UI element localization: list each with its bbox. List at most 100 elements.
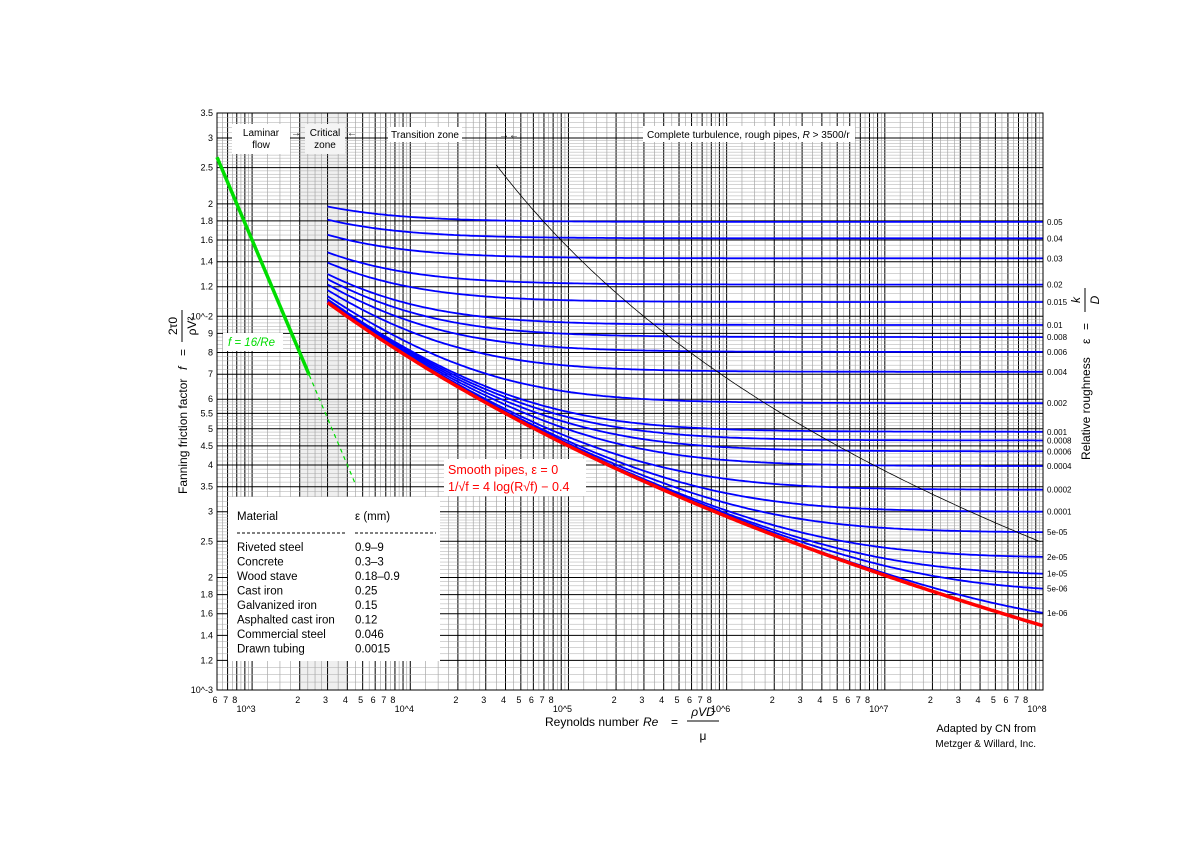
table-cell-material: Galvanized iron <box>237 600 317 612</box>
laminar-equation-annotation: f = 16/Re <box>223 333 283 351</box>
roughness-label: 0.006 <box>1047 348 1068 357</box>
complete-turbulence-boundary <box>495 164 1041 543</box>
x-axis-formula-denominator: μ <box>700 729 707 743</box>
roughness-label: 0.001 <box>1047 428 1068 437</box>
complete-turbulence-tail: > 3500/r <box>813 130 851 141</box>
laminar-line <box>215 156 311 376</box>
roughness-label: 0.0008 <box>1047 436 1072 445</box>
y-tick-label: 4 <box>208 460 213 470</box>
y-tick-label: 2 <box>208 573 213 583</box>
x-tick-label: 5 <box>991 695 996 705</box>
x-tick-label-power: 10^8 <box>1027 704 1046 714</box>
x-tick-label: 7 <box>1014 695 1019 705</box>
roughness-curve-0.0002 <box>327 301 1043 491</box>
arrow-left-icon: ← <box>347 128 357 139</box>
zone-label: zone <box>314 140 336 151</box>
x-tick-label: 8 <box>1023 695 1028 705</box>
transition-zone-label: Transition zone <box>391 130 459 141</box>
y-tick-label: 1.8 <box>200 590 213 600</box>
y-tick-label: 3 <box>208 133 213 143</box>
transition-zone-annotation: Transition zone →← <box>388 127 519 142</box>
y-tick-label: 2.5 <box>200 536 213 546</box>
y-tick-label: 10^-3 <box>191 685 213 695</box>
x-tick-label: 4 <box>817 695 822 705</box>
roughness-label: 0.04 <box>1047 234 1063 243</box>
roughness-label: 0.0001 <box>1047 508 1072 517</box>
x-tick-label: 6 <box>845 695 850 705</box>
table-header-material: Material <box>237 511 278 523</box>
x-tick-label: 7 <box>856 695 861 705</box>
roughness-curve-0.05 <box>327 205 1043 223</box>
x-tick-label: 2 <box>928 695 933 705</box>
roughness-curve-0.0008 <box>327 299 1043 442</box>
y-tick-label: 1.4 <box>200 630 213 640</box>
x-tick-label-power: 10^5 <box>553 704 572 714</box>
y-tick-label: 1.4 <box>200 257 213 267</box>
laminar-label: Laminar <box>243 128 280 139</box>
roughness-label: 1e-05 <box>1047 570 1068 579</box>
x-tick-label: 2 <box>453 695 458 705</box>
y-tick-label: 4.5 <box>200 441 213 451</box>
roughness-label: 0.015 <box>1047 298 1068 307</box>
x-tick-label: 5 <box>516 695 521 705</box>
roughness-label: 0.0002 <box>1047 486 1072 495</box>
complete-turbulence-label: Complete turbulence, rough pipes, <box>647 130 800 141</box>
laminar-equation-label: f = 16/Re <box>228 337 275 349</box>
y-axis-formula-denominator: ρV² <box>185 317 199 336</box>
x-axis-label: Reynolds number Re = ρVD μ <box>545 705 719 743</box>
y-tick-label: 3.5 <box>200 482 213 492</box>
x-tick-label: 2 <box>770 695 775 705</box>
table-cell-eps: 0.3–3 <box>355 557 384 569</box>
x-tick-label: 4 <box>501 695 506 705</box>
x-tick-label: 2 <box>612 695 617 705</box>
y-tick-label: 1.8 <box>200 216 213 226</box>
y-tick-label: 7 <box>208 369 213 379</box>
x-tick-label: 7 <box>223 695 228 705</box>
roughness-label: 0.03 <box>1047 254 1063 263</box>
y-tick-label: 2 <box>208 199 213 209</box>
y-axis-label: Fanning friction factor f = 2τ0 ρV² <box>166 310 199 494</box>
table-cell-eps: 0.25 <box>355 586 377 598</box>
laminar-extension-dashed <box>308 374 356 485</box>
flow-label: flow <box>252 140 271 151</box>
y-tick-label: 5.5 <box>200 408 213 418</box>
arrow-both-icon: →← <box>499 130 519 141</box>
critical-label: Critical <box>310 128 341 139</box>
x-tick-label: 5 <box>833 695 838 705</box>
y-tick-label: 2.5 <box>200 163 213 173</box>
x-tick-label: 6 <box>212 695 217 705</box>
x-tick-label: 6 <box>371 695 376 705</box>
roughness-curve-0.006 <box>327 283 1043 353</box>
y-axis-title: Fanning friction factor <box>176 379 190 494</box>
x-tick-label: 7 <box>539 695 544 705</box>
table-cell-material: Cast iron <box>237 586 283 598</box>
svg-text:=: = <box>176 349 190 356</box>
table-cell-eps: 0.12 <box>355 615 377 627</box>
y2-axis-label: Relative roughness ε = k D <box>1069 288 1102 460</box>
roughness-label: 5e-05 <box>1047 528 1068 537</box>
arrow-right-icon: → <box>291 128 301 139</box>
table-cell-material: Concrete <box>237 557 284 569</box>
curves <box>215 156 1043 628</box>
y2-axis-formula-numerator: k <box>1069 296 1083 303</box>
roughness-label: 0.0006 <box>1047 447 1072 456</box>
roughness-label: 1e-06 <box>1047 609 1068 618</box>
roughness-label: 0.008 <box>1047 333 1068 342</box>
x-tick-label: 4 <box>343 695 348 705</box>
roughness-label: 0.0004 <box>1047 462 1072 471</box>
x-axis-symbol: Re <box>643 715 659 729</box>
x-tick-label-power: 10^6 <box>711 704 730 714</box>
roughness-label: 0.004 <box>1047 368 1068 377</box>
x-tick-label: 6 <box>1003 695 1008 705</box>
x-tick-label: 8 <box>232 695 237 705</box>
x-tick-label: 8 <box>707 695 712 705</box>
material-roughness-table: Material ε (mm) Riveted steel 0.9–9 Concre… <box>228 497 440 661</box>
y-tick-label: 5 <box>208 424 213 434</box>
table-cell-eps: 0.18–0.9 <box>355 571 400 583</box>
roughness-curve-0.03 <box>327 233 1043 260</box>
roughness-label: 0.02 <box>1047 281 1063 290</box>
x-tick-label: 3 <box>956 695 961 705</box>
table-cell-material: Drawn tubing <box>237 644 305 656</box>
table-header-eps: ε (mm) <box>355 511 390 523</box>
